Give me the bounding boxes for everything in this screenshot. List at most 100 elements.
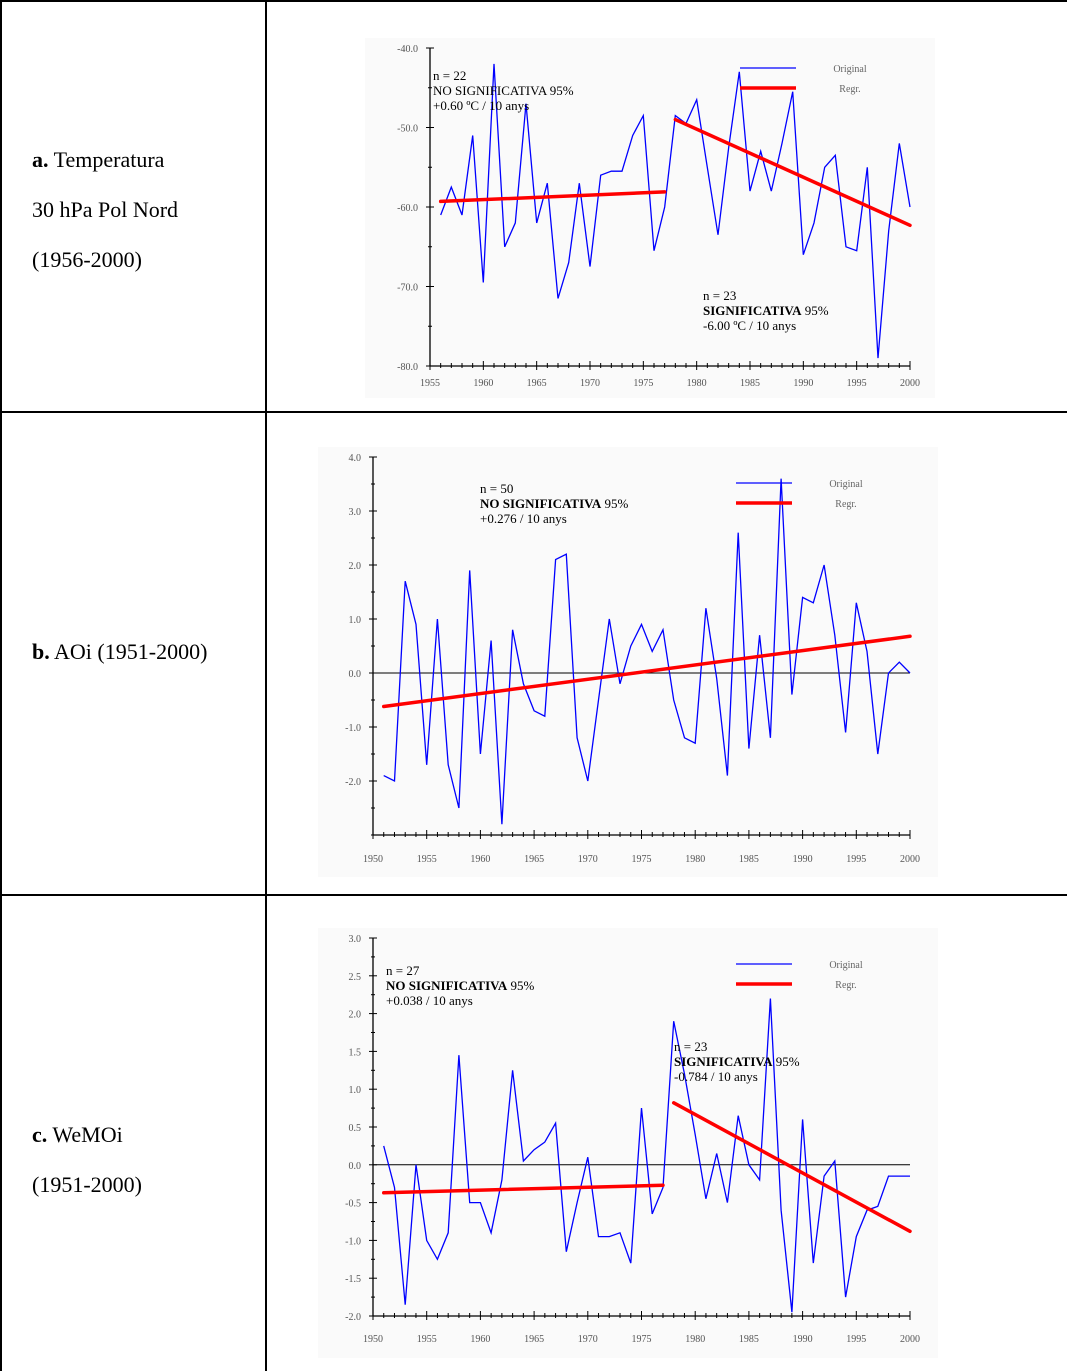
legend-label-original: Original bbox=[829, 479, 863, 490]
annotation-confidence: 95% bbox=[773, 1054, 800, 1069]
x-tick-label: 1960 bbox=[473, 378, 493, 389]
annotation-text: +0.276 / 10 anys bbox=[480, 511, 567, 526]
annotation-confidence: 95% bbox=[547, 83, 574, 98]
chart-background bbox=[318, 447, 938, 877]
y-tick-label: 2.0 bbox=[349, 561, 362, 572]
y-tick-label: 3.0 bbox=[349, 934, 362, 945]
annotation-text: n = 27 bbox=[386, 963, 420, 978]
x-tick-label: 1955 bbox=[420, 378, 440, 389]
y-tick-label: 2.0 bbox=[349, 1010, 362, 1021]
row-label-c: c. WeMOi (1951-2000) bbox=[32, 1110, 142, 1210]
x-tick-label: 1970 bbox=[578, 1334, 598, 1345]
x-tick-label: 1985 bbox=[739, 854, 759, 865]
y-tick-label: -1.5 bbox=[345, 1274, 361, 1285]
y-tick-label: -40.0 bbox=[397, 44, 418, 55]
legend-label-regression: Regr. bbox=[839, 84, 860, 95]
annotation-line: n = 27 bbox=[386, 963, 420, 978]
series-line-regression bbox=[438, 190, 667, 204]
row-label-b: b. AOi (1951-2000) bbox=[32, 627, 207, 677]
y-tick-label: 4.0 bbox=[349, 453, 362, 464]
annotation-line: +0.276 / 10 anys bbox=[480, 511, 567, 526]
y-tick-label: 0.0 bbox=[349, 1161, 362, 1172]
chart-background bbox=[365, 38, 935, 398]
x-tick-label: 1975 bbox=[633, 378, 653, 389]
x-tick-label: 1975 bbox=[632, 854, 652, 865]
x-tick-label: 1950 bbox=[363, 1334, 383, 1345]
annotation-line: SIGNIFICATIVA 95% bbox=[674, 1054, 800, 1069]
annotation-text: n = 23 bbox=[703, 288, 736, 303]
x-tick-label: 1955 bbox=[417, 1334, 437, 1345]
x-tick-label: 1965 bbox=[527, 378, 547, 389]
annotation-text: n = 23 bbox=[674, 1039, 707, 1054]
x-tick-label: 2000 bbox=[900, 1334, 920, 1345]
annotation-confidence: 95% bbox=[507, 978, 534, 993]
y-tick-label: -50.0 bbox=[397, 124, 418, 135]
table-border-left bbox=[0, 0, 2, 1371]
x-tick-label: 1975 bbox=[632, 1334, 652, 1345]
row-label-line: (1956-2000) bbox=[32, 247, 142, 272]
chart-wemoi: 3.02.52.01.51.00.50.0-0.5-1.0-1.5-2.0195… bbox=[318, 928, 938, 1358]
x-tick-label: 1990 bbox=[793, 1334, 813, 1345]
row-label-line: Temperatura bbox=[48, 147, 165, 172]
y-tick-label: -60.0 bbox=[397, 203, 418, 214]
y-tick-label: 1.0 bbox=[349, 1085, 362, 1096]
x-tick-label: 1985 bbox=[740, 378, 760, 389]
y-tick-label: 1.0 bbox=[349, 615, 362, 626]
x-tick-label: 2000 bbox=[900, 854, 920, 865]
annotation-text: +0.60 ºC / 10 anys bbox=[433, 98, 529, 113]
row-label-line: (1951-2000) bbox=[32, 1172, 142, 1197]
annotation-text: +0.038 / 10 anys bbox=[386, 993, 473, 1008]
annotation-line: n = 23 bbox=[674, 1039, 707, 1054]
annotation-line: SIGNIFICATIVA 95% bbox=[703, 303, 829, 318]
x-tick-label: 1995 bbox=[846, 854, 866, 865]
row-label-line: 30 hPa Pol Nord bbox=[32, 197, 179, 222]
y-tick-label: 3.0 bbox=[349, 507, 362, 518]
x-tick-label: 1995 bbox=[846, 1334, 866, 1345]
legend-label-original: Original bbox=[833, 64, 867, 75]
x-tick-label: 1995 bbox=[847, 378, 867, 389]
x-tick-label: 1990 bbox=[793, 378, 813, 389]
table-border-top bbox=[0, 0, 1067, 2]
annotation-line: -6.00 ºC / 10 anys bbox=[703, 318, 796, 333]
y-tick-label: -70.0 bbox=[397, 283, 418, 294]
x-tick-label: 1980 bbox=[685, 854, 705, 865]
annotation-text: n = 22 bbox=[433, 68, 466, 83]
row-label-line: AOi (1951-2000) bbox=[49, 639, 208, 664]
series-line-original bbox=[383, 478, 911, 825]
x-tick-label: 1955 bbox=[417, 854, 437, 865]
annotation-text: n = 50 bbox=[480, 481, 513, 496]
annotation-line: n = 22 bbox=[433, 68, 466, 83]
annotation-line: +0.038 / 10 anys bbox=[386, 993, 473, 1008]
annotation-text: NO SIGNIFICATIVA bbox=[480, 496, 602, 511]
legend-label-original: Original bbox=[829, 960, 863, 971]
row-label-a: a. Temperatura 30 hPa Pol Nord (1956-200… bbox=[32, 135, 178, 285]
row-label-line: WeMOi bbox=[47, 1122, 123, 1147]
annotation-text: -6.00 ºC / 10 anys bbox=[703, 318, 796, 333]
x-tick-label: 1965 bbox=[524, 1334, 544, 1345]
y-tick-label: -80.0 bbox=[397, 362, 418, 373]
annotation-text: SIGNIFICATIVA bbox=[703, 303, 802, 318]
annotation-confidence: 95% bbox=[601, 496, 628, 511]
annotation-line: NO SIGNIFICATIVA 95% bbox=[480, 496, 629, 511]
annotation-text: -0.784 / 10 anys bbox=[674, 1069, 758, 1084]
column-divider bbox=[265, 0, 267, 1371]
y-tick-label: -1.0 bbox=[345, 1236, 361, 1247]
annotation-text: NO SIGNIFICATIVA bbox=[433, 83, 548, 98]
y-tick-label: 0.5 bbox=[349, 1123, 362, 1134]
y-tick-label: 0.0 bbox=[349, 669, 362, 680]
annotation-line: NO SIGNIFICATIVA 95% bbox=[433, 83, 574, 98]
x-tick-label: 1970 bbox=[578, 854, 598, 865]
x-tick-label: 2000 bbox=[900, 378, 920, 389]
y-tick-label: -0.5 bbox=[345, 1199, 361, 1210]
annotation-text: NO SIGNIFICATIVA bbox=[386, 978, 508, 993]
series-line-original bbox=[440, 63, 911, 359]
legend-label-regression: Regr. bbox=[835, 499, 856, 510]
series-line-regression bbox=[381, 1183, 665, 1195]
y-tick-label: -2.0 bbox=[345, 777, 361, 788]
x-tick-label: 1990 bbox=[793, 854, 813, 865]
x-tick-label: 1960 bbox=[470, 1334, 490, 1345]
series-line-regression bbox=[673, 117, 912, 228]
legend-label-regression: Regr. bbox=[835, 980, 856, 991]
